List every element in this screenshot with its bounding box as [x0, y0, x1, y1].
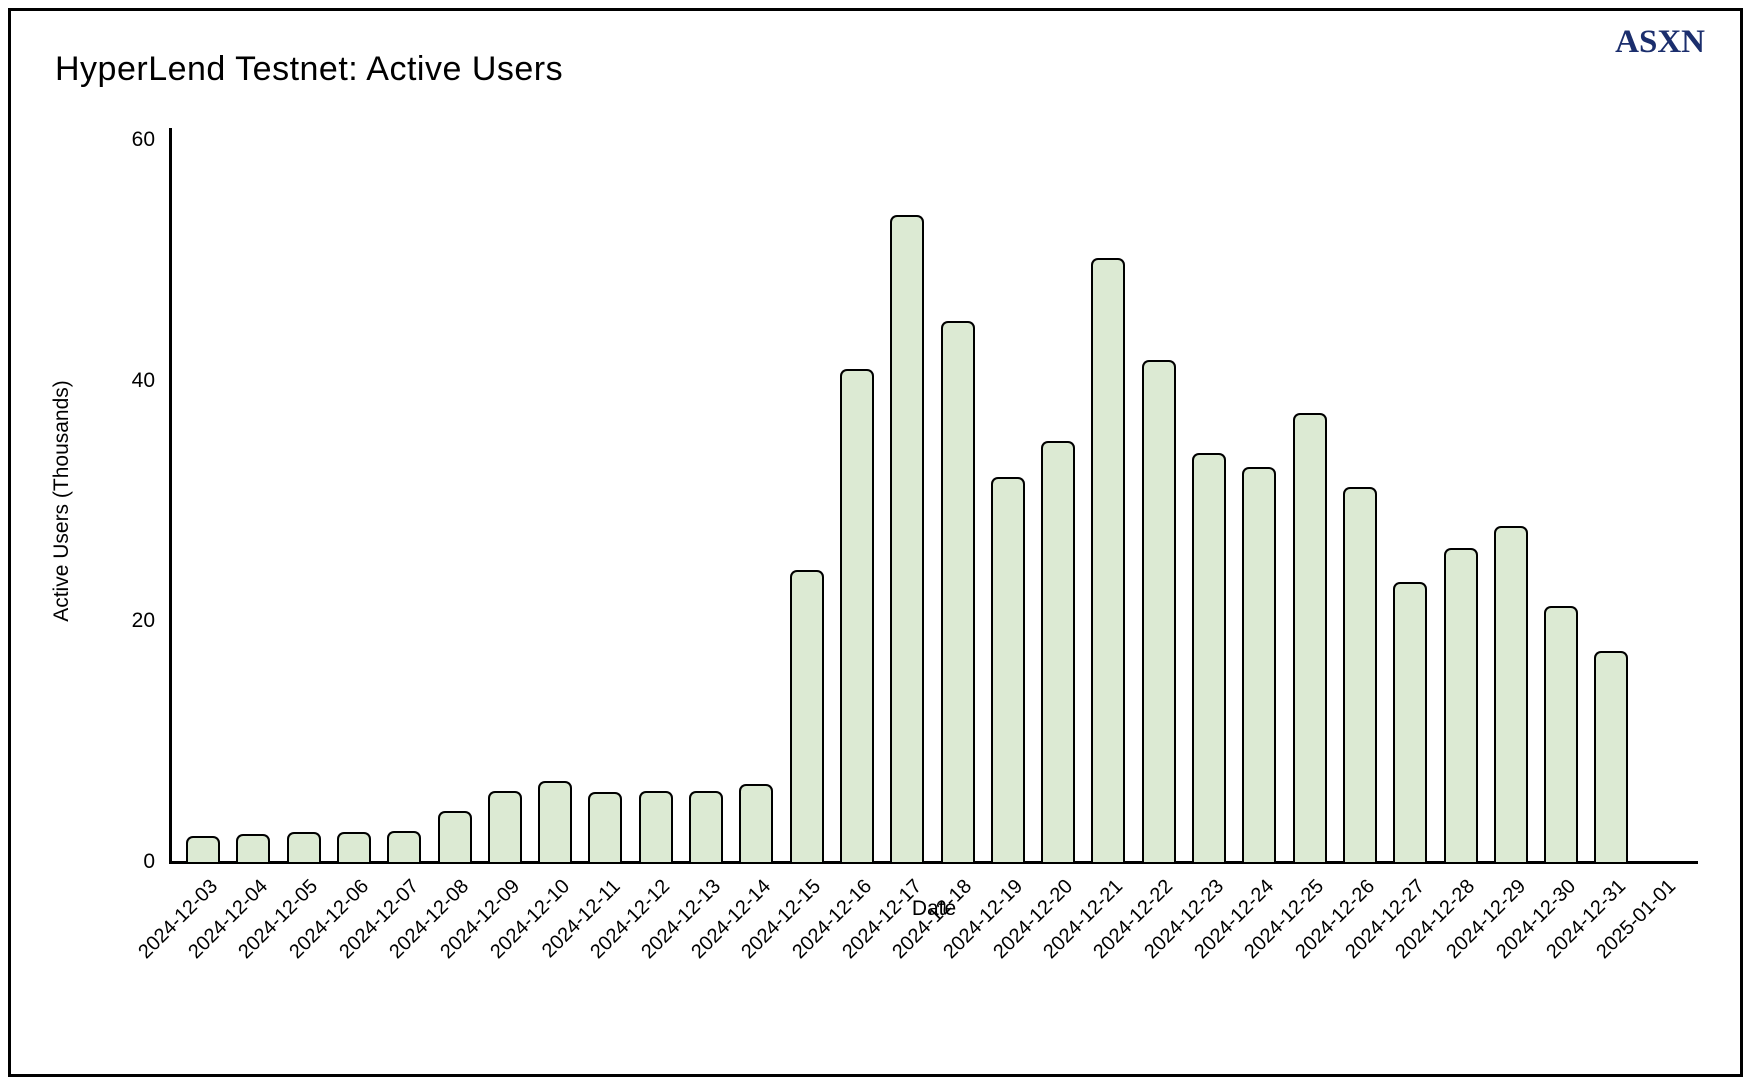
bar-2024-12-29	[1493, 526, 1528, 862]
y-axis-title: Active Users (Thousands)	[50, 380, 73, 622]
bar-2024-12-24	[1242, 467, 1277, 862]
bar-2024-12-28	[1443, 547, 1478, 862]
figure-border	[8, 8, 1743, 1077]
y-tick-label: 60	[131, 128, 155, 151]
bar-2024-12-03	[186, 835, 220, 862]
bar-2024-12-06	[336, 831, 371, 862]
bar-2024-12-23	[1192, 452, 1226, 862]
bar-2024-12-11	[588, 792, 623, 862]
bar-2024-12-10	[538, 781, 573, 862]
bar-2024-12-26	[1342, 486, 1377, 862]
bar-2024-12-16	[839, 368, 874, 862]
bar-2024-12-20	[1041, 440, 1076, 862]
bar-2024-12-13	[689, 791, 723, 862]
y-axis-line	[169, 128, 172, 864]
bar-2024-12-15	[789, 569, 824, 862]
bar-2024-12-17	[890, 214, 925, 862]
y-tick-label: 20	[131, 609, 155, 633]
y-tick-label: 0	[143, 850, 155, 873]
bar-2024-12-14	[739, 783, 774, 862]
bar-2024-12-07	[387, 830, 422, 862]
bar-2024-12-27	[1393, 581, 1428, 862]
bar-2024-12-21	[1091, 257, 1126, 862]
bar-2024-12-05	[286, 831, 321, 862]
chart-title: HyperLend Testnet: Active Users	[55, 50, 564, 88]
y-tick-label: 40	[131, 368, 155, 392]
x-axis-title: Date	[911, 897, 957, 920]
bar-2024-12-22	[1141, 360, 1176, 862]
bar-2024-12-18	[940, 320, 975, 862]
x-axis-line	[169, 861, 1698, 864]
bar-2024-12-19	[990, 476, 1025, 862]
asxn-logo: ASXN	[1615, 24, 1705, 60]
bar-2024-12-31	[1594, 651, 1629, 862]
bar-2024-12-04	[236, 834, 271, 862]
bar-2024-12-09	[487, 791, 522, 862]
bar-2024-12-25	[1292, 413, 1327, 862]
bar-2024-12-08	[437, 811, 472, 862]
bar-2024-12-12	[638, 791, 673, 862]
bar-2024-12-30	[1544, 605, 1579, 862]
